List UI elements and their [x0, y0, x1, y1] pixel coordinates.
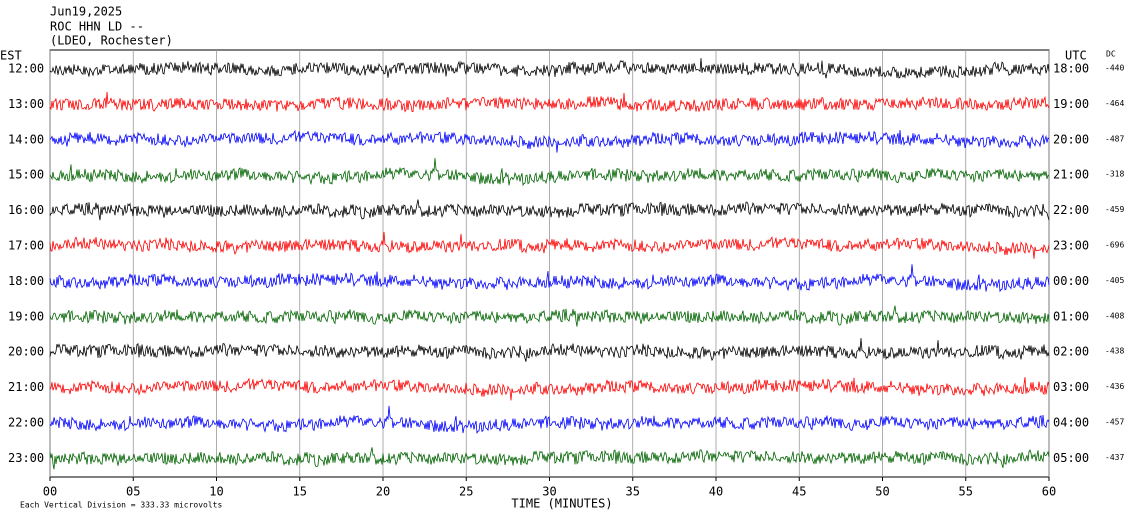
est-label: 15:00: [8, 168, 44, 182]
dc-label: -459: [1105, 205, 1124, 214]
dc-label: -438: [1105, 347, 1124, 356]
x-axis-label: TIME (MINUTES): [511, 497, 612, 511]
utc-label: 22:00: [1053, 203, 1089, 217]
dc-title: DC: [1106, 50, 1116, 59]
dc-label: -408: [1105, 311, 1124, 320]
footer: Each Vertical Division = 333.33 microvol…: [20, 501, 222, 510]
utc-label: 23:00: [1053, 239, 1089, 253]
trace: [49, 91, 1050, 113]
utc-label: 05:00: [1053, 451, 1089, 465]
trace: [49, 158, 1050, 187]
utc-label: 00:00: [1053, 274, 1089, 288]
dc-label: -696: [1105, 241, 1124, 250]
dc-label: -405: [1105, 276, 1124, 285]
dc-label: -440: [1105, 64, 1124, 73]
trace: [49, 377, 1050, 401]
est-label: 12:00: [8, 62, 44, 76]
utc-label: 20:00: [1053, 132, 1089, 146]
utc-label: 21:00: [1053, 168, 1089, 182]
dc-label: -437: [1105, 453, 1124, 462]
est-label: 20:00: [8, 345, 44, 359]
dc-label: -318: [1105, 170, 1124, 179]
trace: [49, 264, 1050, 293]
x-tick-label: 05: [126, 485, 140, 499]
x-tick-label: 45: [792, 485, 806, 499]
x-tick-label: 50: [875, 485, 889, 499]
dc-label: -436: [1105, 382, 1124, 391]
est-label: 21:00: [8, 380, 44, 394]
utc-label: 19:00: [1053, 97, 1089, 111]
header-network: (LDEO, Rochester): [50, 34, 173, 48]
est-label: 17:00: [8, 239, 44, 253]
est-label: 22:00: [8, 416, 44, 430]
dc-label: -487: [1105, 134, 1124, 143]
dc-label: -464: [1105, 99, 1124, 108]
x-tick-label: 10: [209, 485, 223, 499]
x-tick-label: 00: [43, 485, 57, 499]
est-label: 18:00: [8, 274, 44, 288]
x-tick-label: 35: [626, 485, 640, 499]
trace: [49, 129, 1050, 153]
est-title: EST: [0, 49, 22, 63]
utc-label: 02:00: [1053, 345, 1089, 359]
trace: [49, 199, 1050, 221]
est-label: 14:00: [8, 132, 44, 146]
dc-label: -457: [1105, 418, 1124, 427]
header-station: ROC HHN LD --: [50, 20, 144, 34]
trace: [49, 305, 1050, 327]
utc-title: UTC: [1065, 49, 1087, 63]
trace: [49, 338, 1050, 362]
x-tick-label: 25: [459, 485, 473, 499]
x-tick-label: 30: [542, 485, 556, 499]
est-label: 19:00: [8, 309, 44, 323]
utc-label: 01:00: [1053, 309, 1089, 323]
est-label: 23:00: [8, 451, 44, 465]
utc-label: 18:00: [1053, 62, 1089, 76]
x-tick-label: 40: [709, 485, 723, 499]
utc-label: 04:00: [1053, 416, 1089, 430]
x-tick-label: 60: [1042, 485, 1056, 499]
est-label: 16:00: [8, 203, 44, 217]
x-tick-label: 15: [293, 485, 307, 499]
x-tick-label: 55: [959, 485, 973, 499]
trace: [49, 231, 1050, 259]
est-label: 13:00: [8, 97, 44, 111]
utc-label: 03:00: [1053, 380, 1089, 394]
x-tick-label: 20: [376, 485, 390, 499]
trace: [49, 58, 1050, 79]
trace: [49, 405, 1050, 434]
trace: [49, 447, 1050, 470]
header-date: Jun19,2025: [50, 5, 122, 19]
